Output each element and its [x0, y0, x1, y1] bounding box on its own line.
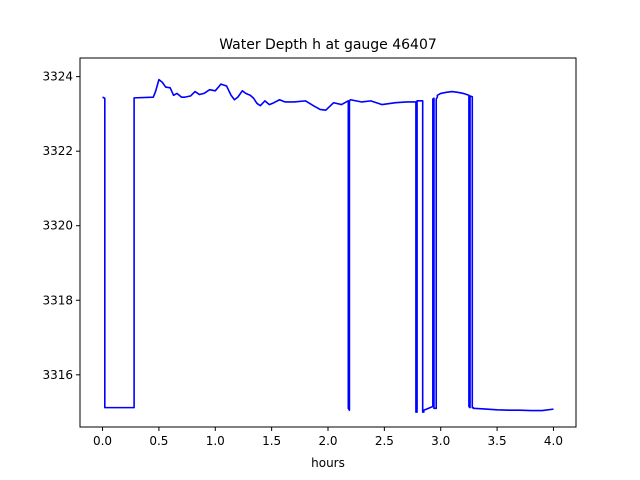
- y-tick-label: 3320: [42, 219, 73, 233]
- series-layer: [102, 78, 554, 413]
- x-tick-label: 3.0: [431, 434, 450, 448]
- x-tick-label: 3.5: [488, 434, 507, 448]
- x-tick-label: 2.0: [318, 434, 337, 448]
- y-tick-label: 3322: [42, 144, 73, 158]
- x-tick-label: 0.0: [93, 434, 112, 448]
- y-tick-label: 3324: [42, 70, 73, 84]
- x-tick-label: 1.0: [206, 434, 225, 448]
- y-axis: 3316 3318 3320 3322 3324: [42, 70, 80, 382]
- x-tick-label: 0.5: [149, 434, 168, 448]
- y-tick-label: 3318: [42, 293, 73, 307]
- x-axis-label: hours: [311, 456, 345, 470]
- x-tick-label: 2.5: [375, 434, 394, 448]
- chart-title: Water Depth h at gauge 46407: [219, 37, 437, 53]
- x-tick-label: 4.0: [544, 434, 563, 448]
- x-axis: 0.0 0.5 1.0 1.5 2.0 2.5 3.0 3.5 4.0: [93, 427, 563, 448]
- series-line: [102, 78, 554, 413]
- y-tick-label: 3316: [42, 368, 73, 382]
- x-tick-label: 1.5: [262, 434, 281, 448]
